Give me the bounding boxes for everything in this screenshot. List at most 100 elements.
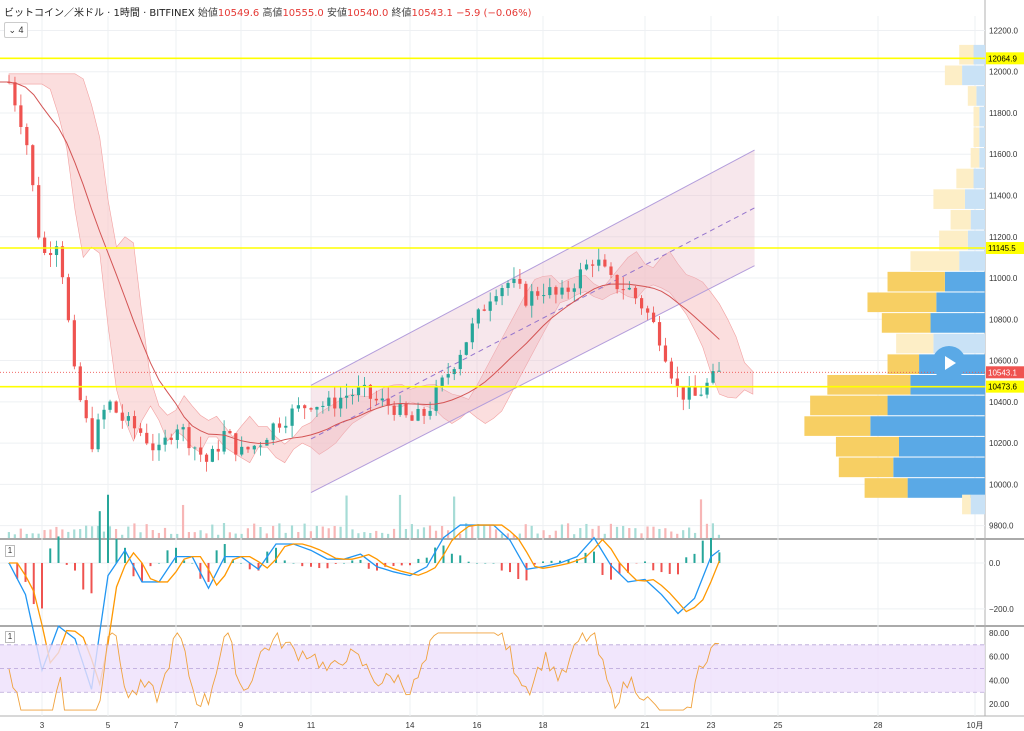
volume-bar: [615, 526, 619, 538]
candle-body: [108, 401, 112, 410]
moving-average-line: [0, 81, 720, 444]
volume-bar: [530, 525, 533, 538]
volume-bar: [181, 504, 185, 538]
volume-profile-sell-bar: [930, 313, 985, 333]
volume-bar: [591, 528, 594, 538]
candle-body: [566, 287, 570, 292]
candle-body: [277, 423, 282, 428]
macd-histogram-bar: [367, 562, 370, 569]
volume-bar: [31, 533, 34, 538]
candle-body: [615, 274, 619, 290]
candle-body: [90, 418, 94, 450]
moving-averages: [0, 81, 720, 444]
x-tick-label: 3: [40, 721, 45, 730]
volume-bar: [628, 528, 631, 538]
candle-body: [356, 386, 361, 396]
candle-body: [380, 398, 384, 401]
candle-body: [434, 387, 438, 411]
candle-body: [536, 291, 540, 296]
candle-body: [151, 443, 155, 451]
candle-body: [48, 252, 53, 256]
macd-histogram-bar: [559, 560, 561, 563]
level-10473-tag: [986, 380, 1024, 393]
candle-body: [252, 445, 256, 450]
candle-body: [669, 361, 673, 379]
x-tick-label: 7: [174, 721, 179, 730]
volume-bar: [453, 496, 456, 538]
y-tick-label: 11400.0: [989, 192, 1018, 201]
volume-profile-buy-bar: [835, 436, 899, 457]
candle-body: [19, 105, 23, 127]
candle-body: [187, 427, 191, 449]
macd-histogram-bar: [533, 562, 536, 565]
level-12064-tag: [986, 52, 1024, 65]
volume-profile-buy-bar: [962, 494, 971, 515]
volume-bar: [321, 526, 324, 538]
macd-histogram-bar: [459, 555, 462, 563]
volume-profile-buy-bar: [967, 86, 977, 106]
volume-bar: [536, 533, 539, 538]
volume-profile-sell-bar: [979, 106, 985, 127]
candle-body: [31, 145, 35, 186]
candle-body: [675, 378, 679, 387]
candle-body: [699, 394, 703, 396]
volume-bar: [398, 494, 402, 538]
play-button[interactable]: [932, 346, 966, 380]
macd-histogram-bar: [550, 560, 553, 563]
volume-profile-buy-bar: [973, 106, 980, 127]
current-price-label: 10543.1: [988, 368, 1017, 377]
macd-histogram-bar: [434, 547, 437, 563]
candle-body: [43, 237, 47, 253]
volume-profile-buy-bar: [804, 416, 871, 436]
y-tick-label: 10000.0: [989, 480, 1018, 489]
y-tick-label: 10200.0: [989, 439, 1018, 448]
volume-bar: [133, 523, 136, 538]
candle-body: [126, 416, 130, 421]
volume-bar: [73, 529, 76, 538]
macd-histogram-bar: [223, 544, 226, 563]
volume-bar: [157, 532, 160, 538]
volume-profile-buy-bar: [896, 333, 934, 354]
volume-bar: [440, 525, 444, 538]
change-value: −5.9 (−0.06%): [456, 8, 532, 19]
volume-bar: [114, 529, 118, 538]
volume-bar: [560, 524, 564, 538]
volume-bar: [518, 533, 521, 538]
candle-body: [228, 431, 232, 434]
indicator-toggle[interactable]: ⌄ 4: [4, 22, 28, 38]
y-tick-label: 11800.0: [989, 109, 1018, 118]
volume-bar: [483, 525, 486, 538]
volume-bar: [597, 525, 600, 538]
volume-bar: [253, 523, 256, 538]
candle-body: [333, 397, 337, 409]
candle-body: [204, 454, 209, 462]
candle-body: [711, 371, 715, 383]
candle-body: [597, 259, 601, 266]
volume-bar: [640, 533, 643, 538]
macd-histogram-bar: [685, 557, 688, 563]
candle-body: [78, 366, 82, 401]
volume-profile-buy-bar: [959, 44, 974, 65]
x-tick-label: 28: [874, 721, 883, 730]
macd-histogram-bar: [115, 538, 118, 563]
macd-histogram-bar: [509, 562, 511, 573]
macd-histogram-bar: [318, 562, 321, 569]
y-tick-label: 10800.0: [989, 315, 1018, 324]
volume-profile-buy-bar: [933, 189, 965, 209]
indicator-count: 4: [18, 25, 24, 35]
macd-histogram-bar: [132, 562, 135, 577]
macd-histogram-bar: [141, 562, 143, 582]
volume-bar: [548, 534, 551, 538]
volume-profile-buy-bar: [881, 313, 931, 333]
macd-histogram-bar: [175, 547, 177, 563]
candle-body: [446, 374, 450, 378]
candle-body: [54, 246, 59, 256]
volume-bar: [246, 528, 249, 538]
x-tick-label: 23: [707, 721, 716, 730]
volume-profile-buy-bar: [827, 375, 911, 395]
current-price-tag: [986, 366, 1024, 379]
volume-bar: [652, 526, 655, 538]
y-tick-label: 9800.0: [989, 522, 1014, 531]
regression-channel-mid: [310, 207, 755, 440]
